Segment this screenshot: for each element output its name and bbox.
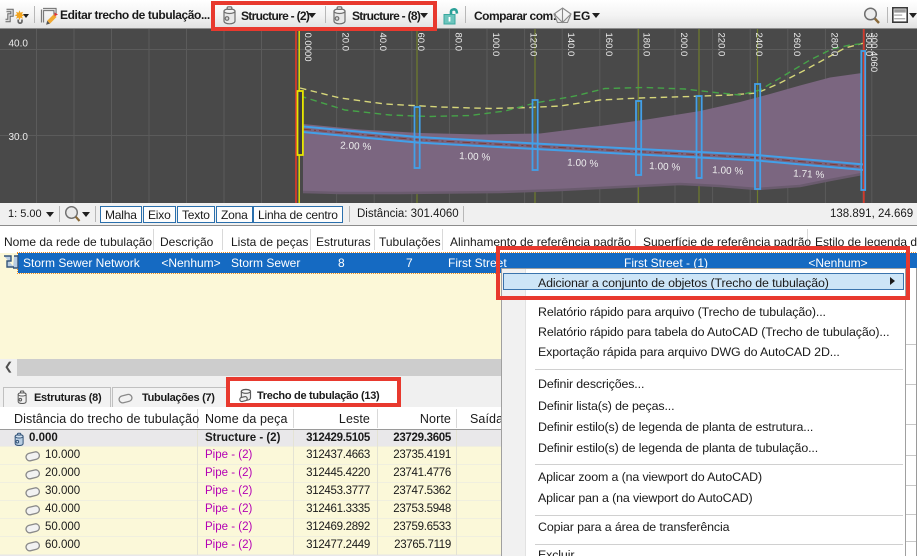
svg-text:40.0: 40.0 (9, 39, 29, 50)
svg-text:120.0: 120.0 (528, 33, 539, 57)
svg-text:220.0: 220.0 (716, 33, 727, 57)
svg-text:300.4060: 300.4060 (868, 33, 879, 73)
svg-text:60.0: 60.0 (415, 33, 426, 52)
svg-text:240.0: 240.0 (753, 33, 764, 57)
svg-text:260.0: 260.0 (791, 33, 802, 57)
svg-text:40.0: 40.0 (377, 33, 388, 52)
svg-text:20.0: 20.0 (340, 33, 351, 52)
svg-text:0.0000: 0.0000 (302, 33, 313, 62)
svg-text:160.0: 160.0 (603, 33, 614, 57)
svg-text:280.0: 280.0 (828, 33, 839, 57)
svg-text:80.0: 80.0 (452, 33, 463, 52)
svg-text:2.00 %: 2.00 % (340, 141, 372, 154)
svg-text:140.0: 140.0 (565, 33, 576, 57)
svg-text:200.0: 200.0 (678, 33, 689, 57)
svg-text:1.00 %: 1.00 % (712, 165, 744, 178)
svg-text:30.0: 30.0 (9, 132, 29, 143)
svg-text:180.0: 180.0 (640, 33, 651, 57)
svg-text:1.00 %: 1.00 % (459, 151, 491, 164)
svg-text:1.00 %: 1.00 % (649, 161, 681, 174)
svg-text:1.00 %: 1.00 % (567, 158, 599, 171)
svg-text:100.0: 100.0 (490, 33, 501, 57)
svg-text:1.71 %: 1.71 % (793, 169, 825, 182)
